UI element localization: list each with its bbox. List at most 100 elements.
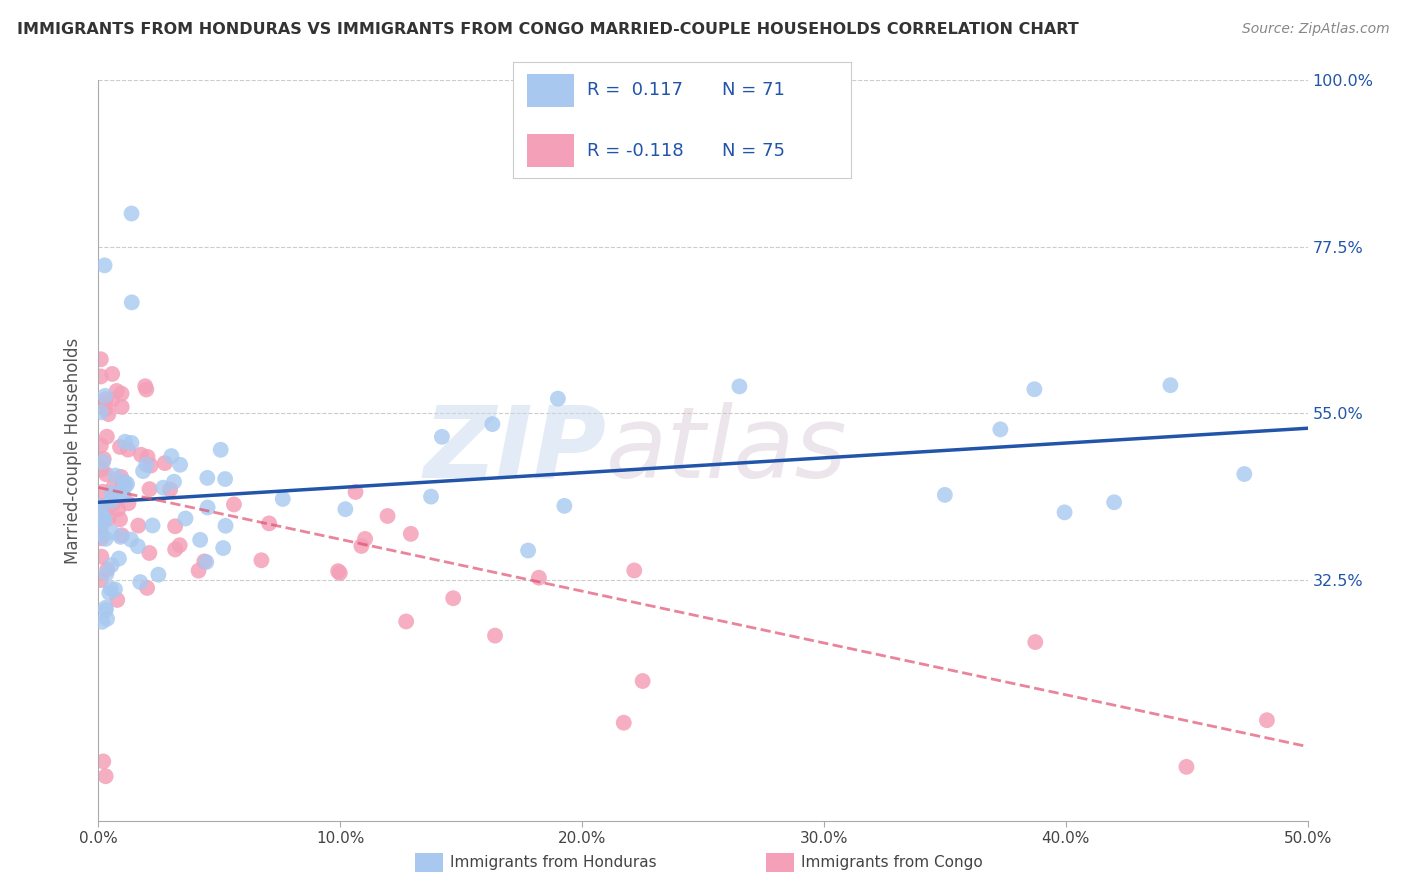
Point [138,546,160,560]
Point [101,525,124,540]
Point [108,486,131,500]
Point [90,516,112,530]
Point [169,538,191,552]
Point [90,352,112,367]
Point [195,471,218,485]
Point [214,518,236,533]
Point [377,508,399,523]
Point [135,383,157,397]
Point [90,506,112,520]
Point [187,564,209,578]
Point [93,512,115,526]
Point [139,458,162,473]
Point [395,615,418,629]
Point [110,386,132,401]
Point [430,430,453,444]
Point [547,392,569,406]
Point [1159,378,1181,392]
Point [132,464,155,478]
Point [138,482,160,496]
Point [193,554,215,568]
Point [90,526,112,541]
Point [623,564,645,578]
Point [129,448,152,462]
Point [91,615,114,629]
Point [96,467,118,482]
Point [1256,713,1278,727]
Text: Source: ZipAtlas.com: Source: ZipAtlas.com [1241,22,1389,37]
Point [94,603,117,617]
Point [344,485,367,500]
Point [90,405,112,419]
Point [94,769,117,783]
Point [91,755,114,769]
Point [197,500,219,515]
Point [222,498,245,512]
Point [1024,382,1046,396]
Point [169,458,191,472]
Point [90,528,112,542]
Point [96,562,118,576]
Point [94,505,117,519]
Point [329,566,352,580]
Point [94,389,117,403]
Point [97,407,120,421]
Point [165,519,187,533]
Point [163,475,186,489]
Point [101,367,124,381]
Text: ZIP: ZIP [423,402,606,499]
Point [127,539,149,553]
Point [152,481,174,495]
Point [160,449,183,463]
Text: N = 75: N = 75 [723,142,786,160]
Point [121,295,143,310]
Text: R =  0.117: R = 0.117 [588,81,683,99]
Point [335,502,357,516]
Point [1053,505,1076,519]
Point [1175,760,1198,774]
Point [90,521,112,535]
Point [90,500,112,514]
Point [100,485,122,500]
Point [121,206,143,220]
Point [96,612,118,626]
Text: atlas: atlas [606,402,848,499]
Point [1024,635,1046,649]
Point [110,530,132,544]
Point [481,417,503,431]
Point [90,369,112,384]
Point [91,484,114,499]
Point [96,566,118,581]
Point [271,491,294,506]
Point [934,488,956,502]
Text: Immigrants from Honduras: Immigrants from Honduras [450,855,657,870]
Point [97,511,120,525]
Point [107,502,129,516]
Point [105,384,128,398]
Point [354,532,377,546]
Point [90,532,112,546]
Point [153,456,176,470]
Point [135,458,157,472]
Point [117,442,139,457]
Point [212,541,235,555]
Point [350,539,373,553]
Point [141,518,163,533]
Point [90,549,112,564]
Point [108,440,131,454]
Point [129,575,152,590]
Point [174,511,197,525]
Point [111,475,134,490]
Point [94,396,117,410]
Text: Immigrants from Congo: Immigrants from Congo [801,855,983,870]
Point [136,581,159,595]
Point [112,487,135,501]
Point [484,629,506,643]
Point [90,573,112,587]
Text: R = -0.118: R = -0.118 [588,142,685,160]
Point [134,379,156,393]
Y-axis label: Married-couple Households: Married-couple Households [65,337,83,564]
Point [96,430,118,444]
Point [1102,495,1125,509]
Point [188,533,211,547]
